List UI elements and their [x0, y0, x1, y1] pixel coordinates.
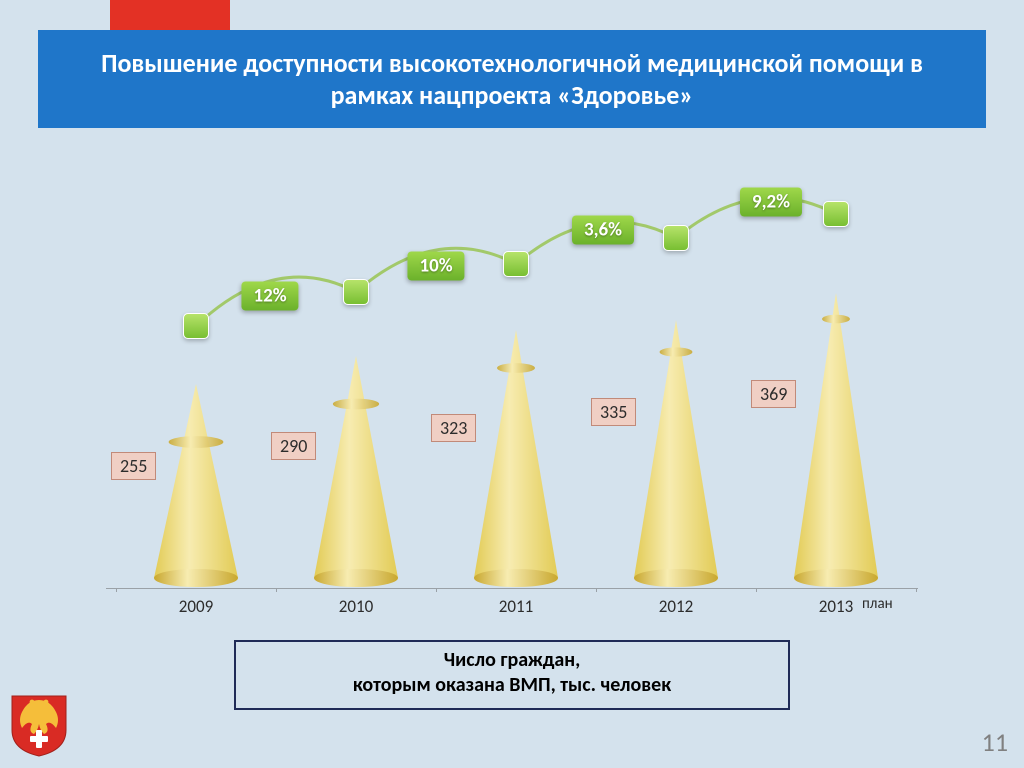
cone-bar: [312, 356, 400, 588]
value-label: 323: [431, 414, 476, 442]
category-2013: 2013369: [761, 168, 911, 620]
category-label: 2011: [441, 596, 591, 617]
value-label: 290: [271, 432, 316, 460]
growth-node: [823, 201, 849, 227]
value-label: 255: [111, 452, 156, 480]
growth-node: [343, 279, 369, 305]
growth-pct-badge: 10%: [407, 252, 464, 281]
value-label: 369: [751, 380, 796, 408]
cone-bar: [472, 330, 560, 588]
growth-pct-badge: 12%: [241, 282, 298, 311]
cone-bar: [632, 320, 720, 588]
category-2010: 2010290: [281, 168, 431, 620]
growth-node: [183, 313, 209, 339]
growth-node: [503, 251, 529, 277]
axis-tick: [596, 588, 597, 592]
axis-tick: [436, 588, 437, 592]
category-2011: 2011323: [441, 168, 591, 620]
category-label: 2009: [121, 596, 271, 617]
emblem-icon: [8, 690, 70, 758]
slide-title: Повышение доступности высокотехнологично…: [38, 30, 986, 128]
category-2009: 2009255: [121, 168, 271, 620]
page-number: 11: [982, 726, 1008, 758]
category-label: 2010: [281, 596, 431, 617]
axis-tick: [756, 588, 757, 592]
axis-tick: [916, 588, 917, 592]
chart-caption-box: Число граждан, которым оказана ВМП, тыс.…: [234, 640, 790, 710]
caption-line-1: Число граждан,: [246, 648, 778, 673]
growth-pct-badge: 3,6%: [572, 216, 634, 245]
plan-note: план: [862, 595, 893, 613]
axis-tick: [116, 588, 117, 592]
slide: Повышение доступности высокотехнологично…: [0, 0, 1024, 768]
value-label: 335: [591, 398, 636, 426]
caption-line-2: которым оказана ВМП, тыс. человек: [246, 673, 778, 698]
red-accent-tab: [110, 0, 230, 30]
cone-bar: [792, 293, 880, 588]
axis-tick: [276, 588, 277, 592]
category-label: 2012: [601, 596, 751, 617]
cone-bar: [152, 384, 240, 588]
chart-area: 20092552010290201132320123352013369 12%1…: [106, 168, 918, 620]
growth-pct-badge: 9,2%: [740, 188, 802, 217]
growth-node: [663, 225, 689, 251]
